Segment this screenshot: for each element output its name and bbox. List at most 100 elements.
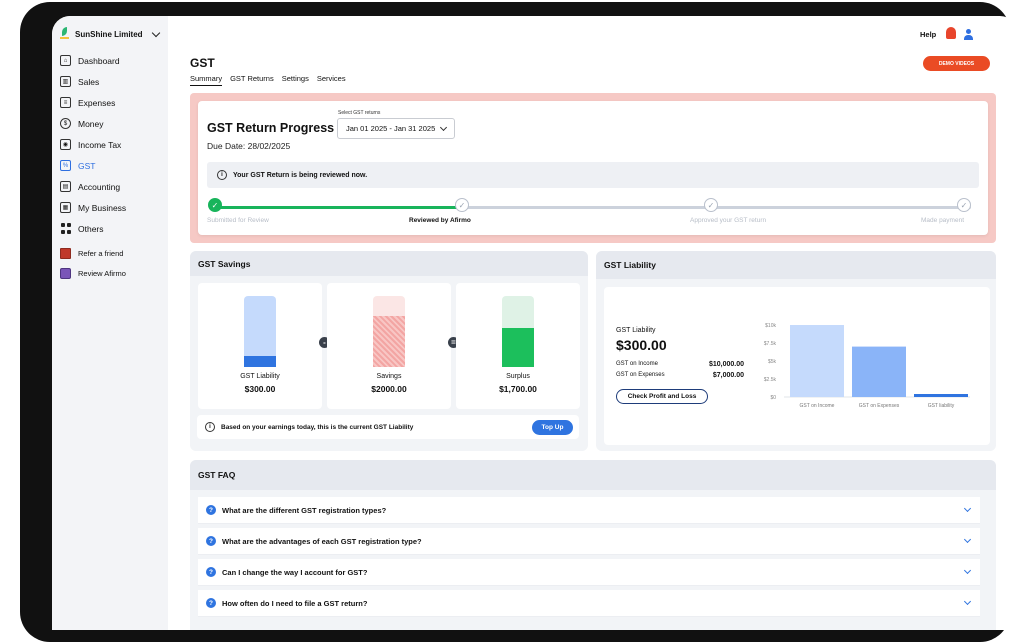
gst-liability-panel: GST Liability GST Liability $300.00 GST … — [596, 251, 996, 451]
sales-chart-icon: ▥ — [60, 76, 71, 87]
progress-card: GST Return Progress Due Date: 28/02/2025… — [198, 101, 988, 235]
step-label-approved: Approved your GST return — [690, 217, 767, 224]
x-tick-label: GST on Income — [800, 403, 835, 409]
sidebar-item-label: My Business — [78, 202, 127, 213]
y-tick-label: $2.5k — [764, 377, 777, 383]
savings-card-savings: Savings $2000.00 — [327, 283, 451, 409]
app-screen: SunShine Limited ⌂ Dashboard ▥ Sales ≡ E… — [52, 16, 1018, 630]
gst-expenses-label: GST on Expenses — [616, 372, 665, 378]
sidebar-item-accounting[interactable]: ▤ Accounting — [60, 176, 164, 197]
faq-question: Can I change the way I account for GST? — [222, 567, 368, 577]
tab-summary[interactable]: Summary — [190, 74, 223, 86]
card-value: $2000.00 — [371, 384, 407, 394]
gst-liability-chart: $0 $2.5k $5k $7.5k $10k GST on Income GST on E… — [764, 323, 970, 409]
sidebar-item-label: Money — [78, 118, 104, 129]
gst-tabs: Summary GST Returns Settings Services — [190, 74, 346, 86]
sidebar-item-sales[interactable]: ▥ Sales — [60, 71, 164, 92]
sidebar-item-others[interactable]: Others — [60, 218, 164, 239]
gst-liability-title: GST Liability — [596, 251, 996, 279]
card-label: Surplus — [506, 373, 530, 380]
device-frame: SunShine Limited ⌂ Dashboard ▥ Sales ≡ E… — [20, 2, 1018, 642]
gst-faq-panel: GST FAQ ? What are the different GST reg… — [190, 460, 996, 630]
progress-title: GST Return Progress — [207, 121, 335, 135]
step-label-payment: Made payment — [921, 217, 964, 224]
question-icon: ? — [206, 505, 216, 515]
sidebar-item-label: Refer a friend — [78, 248, 124, 258]
tab-settings[interactable]: Settings — [281, 74, 309, 83]
y-tick-label: $5k — [768, 359, 777, 365]
step-payment-check-icon: ✓ — [957, 198, 971, 212]
grid-icon — [60, 223, 71, 234]
question-icon: ? — [206, 536, 216, 546]
chevron-down-icon — [963, 504, 972, 513]
sidebar-item-refer-friend[interactable]: Refer a friend — [60, 243, 164, 263]
sidebar-item-label: Accounting — [78, 181, 121, 192]
sidebar-item-label: Review Afirmo — [78, 268, 126, 278]
liability-amount: $300.00 — [616, 337, 667, 353]
faq-item[interactable]: ? Can I change the way I account for GST… — [198, 559, 980, 586]
user-avatar-icon[interactable] — [964, 29, 973, 40]
surplus-bar-fill — [502, 327, 534, 367]
chevron-down-icon — [439, 123, 448, 132]
chevron-down-icon — [963, 535, 972, 544]
help-link[interactable]: Help — [920, 30, 937, 39]
check-profit-loss-button[interactable]: Check Profit and Loss — [616, 389, 708, 404]
gst-savings-title: GST Savings — [190, 251, 588, 276]
bar-gst-liability — [914, 394, 968, 397]
business-icon: ▦ — [60, 202, 71, 213]
top-up-button[interactable]: Top Up — [532, 420, 573, 435]
savings-footer: i Based on your earnings today, this is … — [197, 415, 579, 439]
expenses-icon: ≡ — [60, 97, 71, 108]
faq-item[interactable]: ? What are the different GST registratio… — [198, 497, 980, 524]
notice-text: Your GST Return is being reviewed now. — [233, 171, 368, 179]
liability-bar-fill — [244, 356, 276, 367]
sidebar-item-gst[interactable]: % GST — [60, 155, 164, 176]
select-returns-label: Select GST returns — [338, 110, 381, 116]
gst-savings-panel: GST Savings GST Liability $300.00 - Savi… — [190, 251, 588, 451]
sidebar-item-review-afirmo[interactable]: Review Afirmo — [60, 263, 164, 283]
savings-card-surplus: Surplus $1,700.00 — [456, 283, 580, 409]
gst-expenses-row: GST on Expenses $7,000.00 — [616, 372, 744, 379]
company-switcher[interactable]: SunShine Limited — [60, 24, 164, 44]
gst-income-row: GST on Income $10,000.00 — [616, 361, 744, 368]
sidebar-item-my-business[interactable]: ▦ My Business — [60, 197, 164, 218]
sidebar-item-money[interactable]: $ Money — [60, 113, 164, 134]
faq-question: What are the different GST registration … — [222, 505, 387, 515]
chevron-down-icon — [963, 597, 972, 606]
gst-expenses-value: $7,000.00 — [712, 372, 744, 379]
faq-item[interactable]: ? What are the advantages of each GST re… — [198, 528, 980, 555]
sidebar-item-label: Others — [78, 223, 104, 234]
sidebar-nav: ⌂ Dashboard ▥ Sales ≡ Expenses $ Money ◉ — [60, 50, 164, 283]
gst-document-icon: % — [60, 160, 71, 171]
dollar-icon: $ — [60, 118, 71, 129]
tab-services[interactable]: Services — [316, 74, 346, 83]
liability-bar — [244, 296, 276, 367]
gst-period-select[interactable]: Jan 01 2025 - Jan 31 2025 — [337, 118, 455, 139]
sunshine-logo-icon — [60, 27, 69, 41]
sidebar-item-income-tax[interactable]: ◉ Income Tax — [60, 134, 164, 155]
card-value: $1,700.00 — [499, 384, 537, 394]
sidebar-item-label: Dashboard — [78, 55, 120, 66]
question-icon: ? — [206, 598, 216, 608]
progress-track — [215, 206, 971, 209]
bar-gst-on-expenses — [852, 346, 906, 397]
sidebar-item-dashboard[interactable]: ⌂ Dashboard — [60, 50, 164, 71]
equals-icon: = — [448, 337, 459, 348]
question-icon: ? — [206, 567, 216, 577]
progress-fill — [215, 206, 465, 209]
chevron-down-icon — [963, 566, 972, 575]
selected-period: Jan 01 2025 - Jan 31 2025 — [346, 124, 436, 133]
tab-gst-returns[interactable]: GST Returns — [230, 74, 274, 83]
sidebar-item-expenses[interactable]: ≡ Expenses — [60, 92, 164, 113]
step-submitted-check-icon: ✓ — [208, 198, 222, 212]
y-tick-label: $0 — [770, 395, 776, 401]
page-title: GST — [190, 56, 215, 70]
liability-card: GST Liability $300.00 GST on Income $10,… — [604, 287, 990, 445]
minus-icon: - — [319, 337, 330, 348]
sidebar-item-label: Expenses — [78, 97, 116, 108]
demo-videos-button[interactable]: DEMO VIDEOS — [923, 56, 990, 71]
company-name: SunShine Limited — [75, 29, 143, 39]
faq-item[interactable]: ? How often do I need to file a GST retu… — [198, 590, 980, 617]
card-label: Savings — [376, 373, 402, 380]
notification-bell-icon[interactable] — [946, 27, 956, 39]
